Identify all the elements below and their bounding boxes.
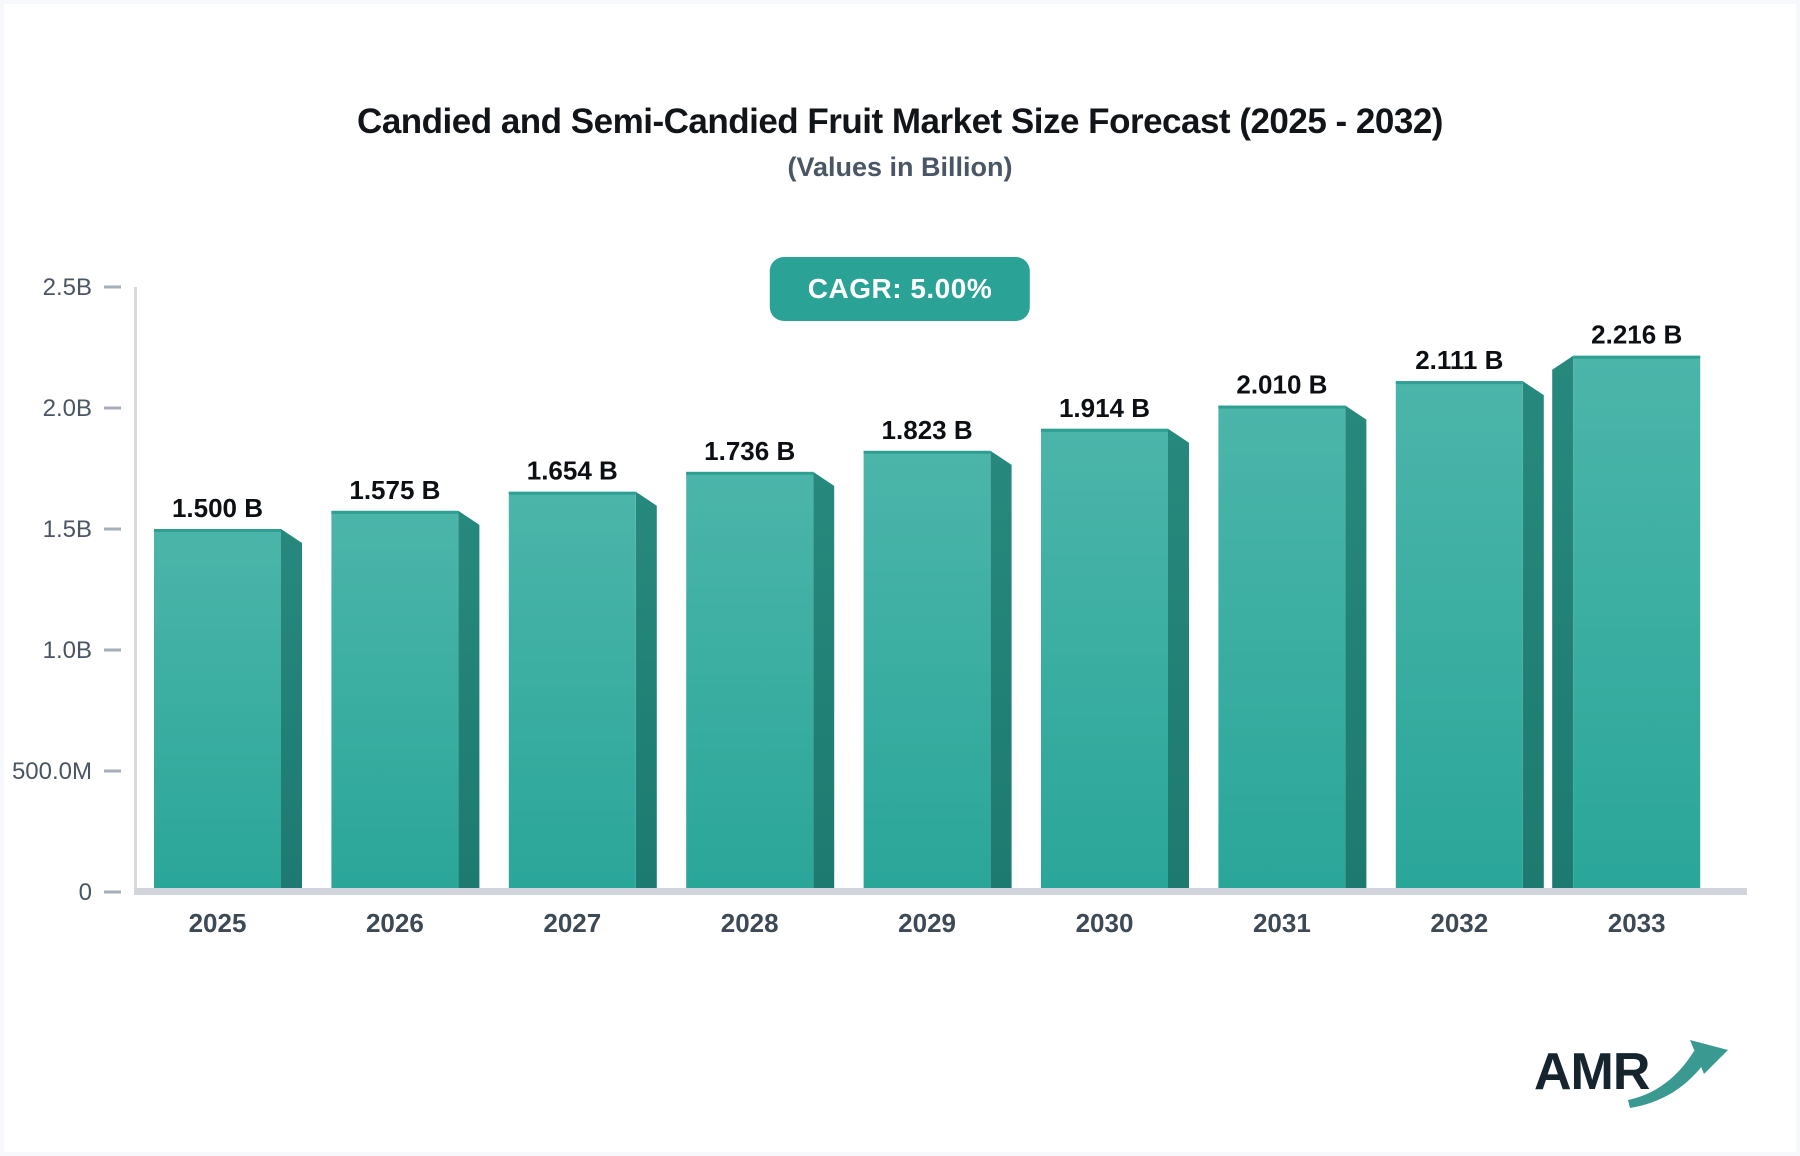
bar-value-label-2028: 1.736 B [704,436,795,466]
bar-2032[interactable] [1395,381,1544,889]
bar-value-label-2025: 1.500 B [172,493,263,523]
y-tick-mark [104,527,121,531]
x-axis-label-2026: 2026 [366,908,424,938]
bar-2025[interactable] [154,529,302,889]
bar-2027[interactable] [508,491,657,889]
bar-2033[interactable] [1552,355,1701,889]
bar-front-face [1218,405,1346,889]
bar-top-edge [1395,381,1523,385]
bar-top-edge [1041,428,1168,432]
bar-side-face [990,450,1012,889]
bar-front-face [1041,428,1168,889]
y-tick-mark [104,769,121,773]
bar-side-face [813,471,835,889]
bar-2029[interactable] [863,450,1012,889]
amr-logo: AMR [1534,1036,1744,1126]
x-axis-label-2025: 2025 [189,908,247,938]
growth-arrow-icon [1628,1040,1728,1108]
x-axis-label-2027: 2027 [543,908,601,938]
bar-top-edge [686,471,814,475]
bar-value-label-2033: 2.216 B [1591,320,1682,350]
bar-value-label-2026: 1.575 B [349,475,440,505]
x-axis-label-2032: 2032 [1430,908,1488,938]
bar-value-label-2029: 1.823 B [882,415,973,445]
bar-front-face [1395,381,1523,889]
x-axis-label-2028: 2028 [721,908,779,938]
bar-top-edge [508,491,636,495]
amr-logo-text: AMR [1534,1043,1650,1101]
bar-front-face [1573,355,1701,889]
y-axis-label-2.5B: 2.5B [43,274,92,301]
bar-value-label-2027: 1.654 B [527,456,618,486]
y-axis-label-1.0B: 1.0B [43,637,92,664]
x-axis-label-2030: 2030 [1076,908,1134,938]
bar-side-face [1522,381,1544,889]
bar-front-face [154,529,281,889]
cagr-badge: CAGR: 5.00% [769,257,1031,321]
chart-card: Candied and Semi-Candied Fruit Market Si… [4,4,1796,1152]
bar-side-face [1345,405,1367,889]
bar-side-face [458,510,480,889]
y-axis-line [134,287,137,892]
bar-front-face [863,450,991,889]
bar-side-face [1552,355,1574,889]
bar-value-label-2032: 2.111 B [1415,345,1503,375]
y-tick-mark [104,648,121,652]
bar-side-face [635,491,657,889]
bar-2031[interactable] [1218,405,1367,889]
chart-subtitle: (Values in Billion) [787,152,1013,182]
bar-front-face [686,471,814,889]
x-axis-label-2031: 2031 [1253,908,1311,938]
y-axis-label-2.0B: 2.0B [43,395,92,422]
y-tick-mark [104,285,121,289]
bar-top-edge [1218,405,1346,409]
bar-side-face [281,529,302,889]
y-tick-mark [104,890,121,894]
bar-side-face [1168,428,1189,889]
x-axis-label-2033: 2033 [1608,908,1666,938]
bar-value-label-2030: 1.914 B [1059,393,1150,423]
x-axis-label-2029: 2029 [898,908,956,938]
x-axis-baseline [134,888,1747,895]
bar-chart: 2.5B 2.0B 1.5B 1.0B 500.0M 0 1.500 B 2025 1.575 … [12,274,1747,938]
y-axis-label-1.5B: 1.5B [43,516,92,543]
bar-front-face [508,491,636,889]
bar-2030[interactable] [1041,428,1189,889]
y-axis-label-0: 0 [79,879,92,906]
bar-top-edge [863,450,991,454]
bar-top-edge [154,529,281,532]
y-axis-label-500.0M: 500.0M [12,758,92,785]
bar-front-face [331,510,459,889]
y-tick-mark [104,406,121,410]
bar-2028[interactable] [686,471,835,889]
chart-title: Candied and Semi-Candied Fruit Market Si… [357,102,1443,141]
bar-top-edge [331,510,459,514]
bar-value-label-2031: 2.010 B [1236,370,1327,400]
bar-top-edge [1573,355,1701,359]
bar-2026[interactable] [331,510,480,889]
